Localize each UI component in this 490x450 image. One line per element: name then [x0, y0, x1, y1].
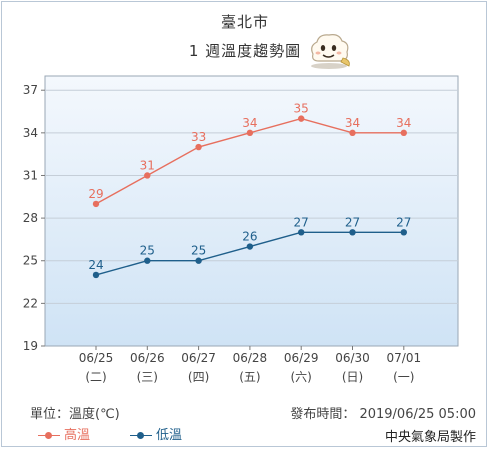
data-label-low: 24 — [88, 258, 103, 272]
y-tick-label: 25 — [23, 254, 38, 268]
data-point-low[interactable] — [246, 243, 254, 250]
legend-label-low: 低溫 — [156, 428, 183, 443]
legend-item-high[interactable]: 高溫 — [38, 424, 90, 443]
x-weekday-label: (三) — [137, 370, 158, 384]
chart-title: 臺北市 — [220, 13, 269, 31]
data-point-low[interactable] — [92, 271, 100, 279]
x-tick-label: 06/25 — [79, 351, 114, 365]
y-axis: 19 22 25 28 31 34 37 — [23, 83, 45, 353]
unit-label: 單位：溫度(℃) — [30, 407, 120, 422]
data-point-high[interactable] — [92, 200, 100, 208]
data-label-high: 34 — [242, 116, 257, 130]
x-axis: 06/25 (二) 06/26 (三) 06/27 (四) 06/28 (五) 06/29 (六)… — [79, 346, 421, 384]
data-label-low: 26 — [242, 230, 257, 244]
x-tick-label: 06/29 — [284, 351, 319, 365]
publish-time: 發布時間： 2019/06/25 05:00 — [290, 407, 476, 422]
data-label-high: 35 — [294, 102, 309, 116]
x-tick-label: 06/27 — [181, 351, 216, 365]
x-weekday-label: (一) — [393, 370, 414, 384]
data-label-high: 31 — [140, 158, 155, 172]
series-group: 29 31 33 34 35 34 34 24 25 25 26 27 27 27 — [88, 102, 411, 279]
x-tick-label: 06/26 — [130, 351, 165, 365]
data-point-low[interactable] — [144, 257, 151, 264]
producer-label: 中央氣象局製作 — [384, 430, 476, 445]
data-label-high: 33 — [191, 130, 206, 144]
legend-item-low[interactable]: 低溫 — [130, 424, 182, 443]
y-tick-label: 31 — [23, 168, 38, 182]
data-label-high: 34 — [396, 116, 411, 130]
data-point-high[interactable] — [349, 129, 356, 137]
x-weekday-label: (五) — [239, 370, 260, 384]
data-point-low[interactable] — [195, 257, 202, 264]
y-tick-label: 28 — [23, 211, 38, 225]
data-label-low: 27 — [396, 215, 411, 229]
data-label-high: 29 — [88, 187, 103, 201]
y-tick-label: 22 — [23, 296, 38, 310]
legend-label-high: 高溫 — [64, 428, 91, 443]
data-label-high: 34 — [345, 116, 360, 130]
data-point-high[interactable] — [298, 115, 305, 122]
x-weekday-label: (六) — [291, 370, 312, 384]
data-point-high[interactable] — [400, 129, 407, 137]
data-label-low: 27 — [345, 215, 360, 229]
legend-swatch-high — [38, 431, 60, 441]
cloud-mascot-icon — [311, 34, 350, 69]
x-weekday-label: (日) — [342, 370, 363, 384]
x-tick-label: 06/28 — [233, 351, 268, 365]
grid-lines — [45, 89, 458, 304]
legend-swatch-low — [130, 431, 152, 441]
data-label-low: 25 — [191, 244, 206, 258]
data-point-high[interactable] — [246, 129, 254, 137]
data-label-low: 25 — [140, 244, 155, 258]
y-tick-label: 19 — [23, 339, 38, 353]
data-point-high[interactable] — [144, 172, 151, 179]
data-label-low: 27 — [294, 215, 309, 229]
plot-area — [44, 75, 459, 347]
x-tick-label: 06/30 — [335, 351, 370, 365]
data-point-high[interactable] — [195, 143, 202, 151]
data-point-low[interactable] — [400, 229, 407, 236]
data-point-low[interactable] — [349, 229, 356, 236]
x-weekday-label: (四) — [188, 370, 209, 384]
x-tick-label: 07/01 — [387, 351, 422, 365]
y-tick-label: 34 — [23, 126, 38, 140]
y-tick-label: 37 — [23, 83, 38, 97]
x-weekday-label: (二) — [85, 370, 106, 384]
chart-subtitle: 1 週溫度趨勢圖 — [188, 42, 302, 60]
data-point-low[interactable] — [298, 229, 305, 236]
